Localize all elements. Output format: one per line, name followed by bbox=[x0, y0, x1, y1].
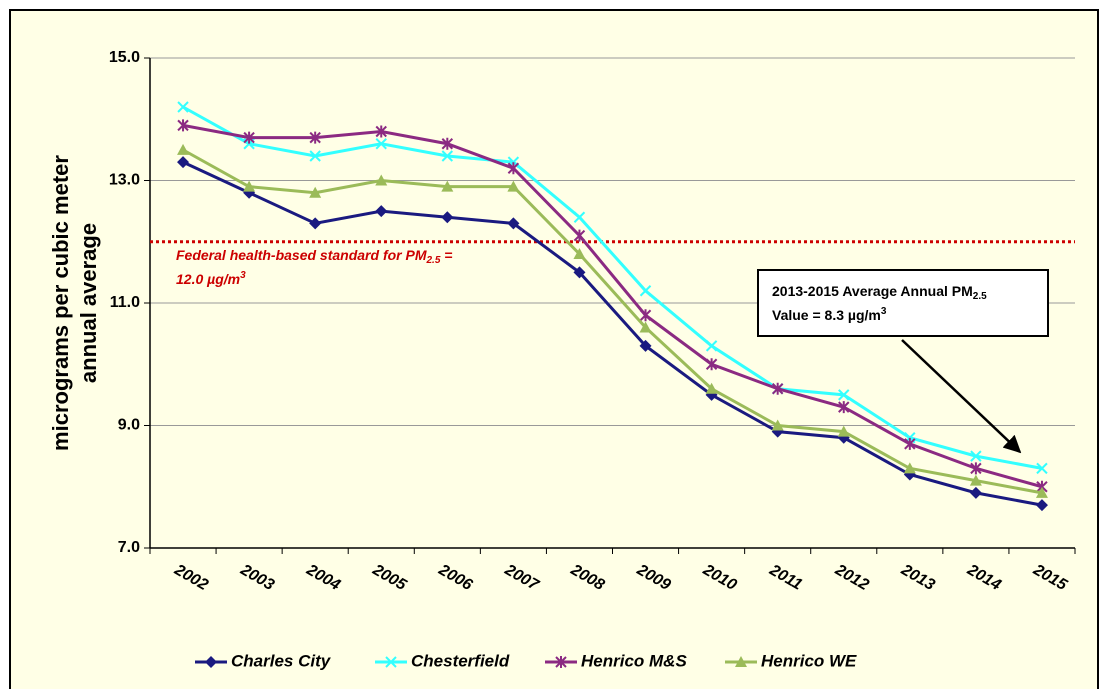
point bbox=[309, 186, 322, 198]
point bbox=[970, 450, 982, 462]
point bbox=[705, 340, 718, 352]
point bbox=[441, 211, 454, 224]
legend-label: Henrico WE bbox=[761, 651, 857, 670]
point bbox=[705, 382, 718, 394]
point bbox=[771, 382, 784, 395]
point bbox=[639, 321, 652, 333]
callout-arrow bbox=[901, 339, 1022, 454]
point bbox=[573, 211, 586, 223]
y-tick-label: 7.0 bbox=[118, 539, 140, 556]
point bbox=[205, 656, 217, 668]
point bbox=[573, 248, 586, 259]
point bbox=[970, 462, 982, 475]
point bbox=[441, 150, 454, 162]
series-line bbox=[182, 105, 1043, 470]
point bbox=[639, 285, 652, 297]
standard-label-text: Federal health-based standard for PM bbox=[176, 247, 427, 263]
legend-label: Chesterfield bbox=[411, 651, 510, 670]
point bbox=[375, 205, 388, 218]
point bbox=[385, 656, 397, 668]
point bbox=[177, 101, 189, 113]
point bbox=[507, 180, 520, 192]
y-tick-label: 9.0 bbox=[118, 417, 140, 434]
y-tick-label: 15.0 bbox=[109, 49, 140, 66]
point bbox=[771, 419, 784, 431]
callout-text: 2013-2015 Average Annual PM2.5 bbox=[772, 283, 987, 302]
point bbox=[639, 309, 652, 322]
point bbox=[375, 125, 387, 138]
series-line bbox=[182, 123, 1043, 489]
series-line bbox=[182, 160, 1043, 507]
point bbox=[639, 339, 652, 352]
point bbox=[375, 174, 388, 186]
standard-label-sub: 2.5 bbox=[426, 255, 441, 266]
point bbox=[573, 266, 586, 279]
standard-label-sup: 3 bbox=[240, 270, 246, 281]
point bbox=[705, 358, 718, 371]
chart-frame bbox=[9, 9, 1099, 694]
callout-text: Value = 8.3 µg/m3 bbox=[772, 306, 887, 323]
point bbox=[441, 180, 454, 192]
point bbox=[177, 143, 190, 155]
callout-text: Value = 8.3 µg/m bbox=[772, 307, 881, 323]
point bbox=[573, 229, 586, 242]
point bbox=[507, 162, 520, 175]
point bbox=[838, 389, 850, 401]
y-axis-label: micrograms per cubic meter bbox=[48, 155, 73, 451]
point bbox=[838, 401, 850, 414]
legend-label: Henrico M&S bbox=[581, 651, 687, 670]
callout-sup: 3 bbox=[881, 306, 887, 317]
point bbox=[735, 656, 747, 667]
standard-label: 12.0 µg/m3 bbox=[176, 270, 246, 287]
standard-label-text: 12.0 µg/m bbox=[176, 271, 240, 287]
point bbox=[903, 462, 916, 474]
point bbox=[1035, 486, 1048, 498]
point bbox=[243, 180, 256, 192]
point bbox=[969, 474, 982, 486]
point bbox=[555, 656, 567, 668]
y-tick-label: 11.0 bbox=[110, 294, 140, 311]
point bbox=[507, 217, 520, 230]
callout-box bbox=[757, 269, 1049, 337]
series-line bbox=[182, 148, 1043, 495]
point bbox=[177, 156, 190, 169]
callout-text: 2013-2015 Average Annual PM bbox=[772, 283, 973, 299]
point bbox=[375, 138, 387, 150]
point bbox=[441, 137, 454, 150]
point bbox=[309, 150, 321, 162]
y-tick-label: 13.0 bbox=[109, 172, 140, 189]
callout-sub: 2.5 bbox=[973, 291, 987, 302]
point bbox=[837, 425, 850, 437]
y-axis-label: annual average bbox=[76, 223, 101, 383]
standard-label: Federal health-based standard for PM2.5 … bbox=[176, 247, 452, 266]
point bbox=[904, 437, 916, 450]
point bbox=[309, 217, 322, 230]
point bbox=[177, 119, 189, 132]
standard-label-text: = bbox=[440, 247, 452, 263]
point bbox=[1035, 499, 1048, 512]
point bbox=[1036, 462, 1048, 475]
point bbox=[243, 131, 255, 144]
legend-label: Charles City bbox=[231, 651, 332, 670]
point bbox=[309, 131, 321, 144]
point bbox=[969, 486, 982, 499]
